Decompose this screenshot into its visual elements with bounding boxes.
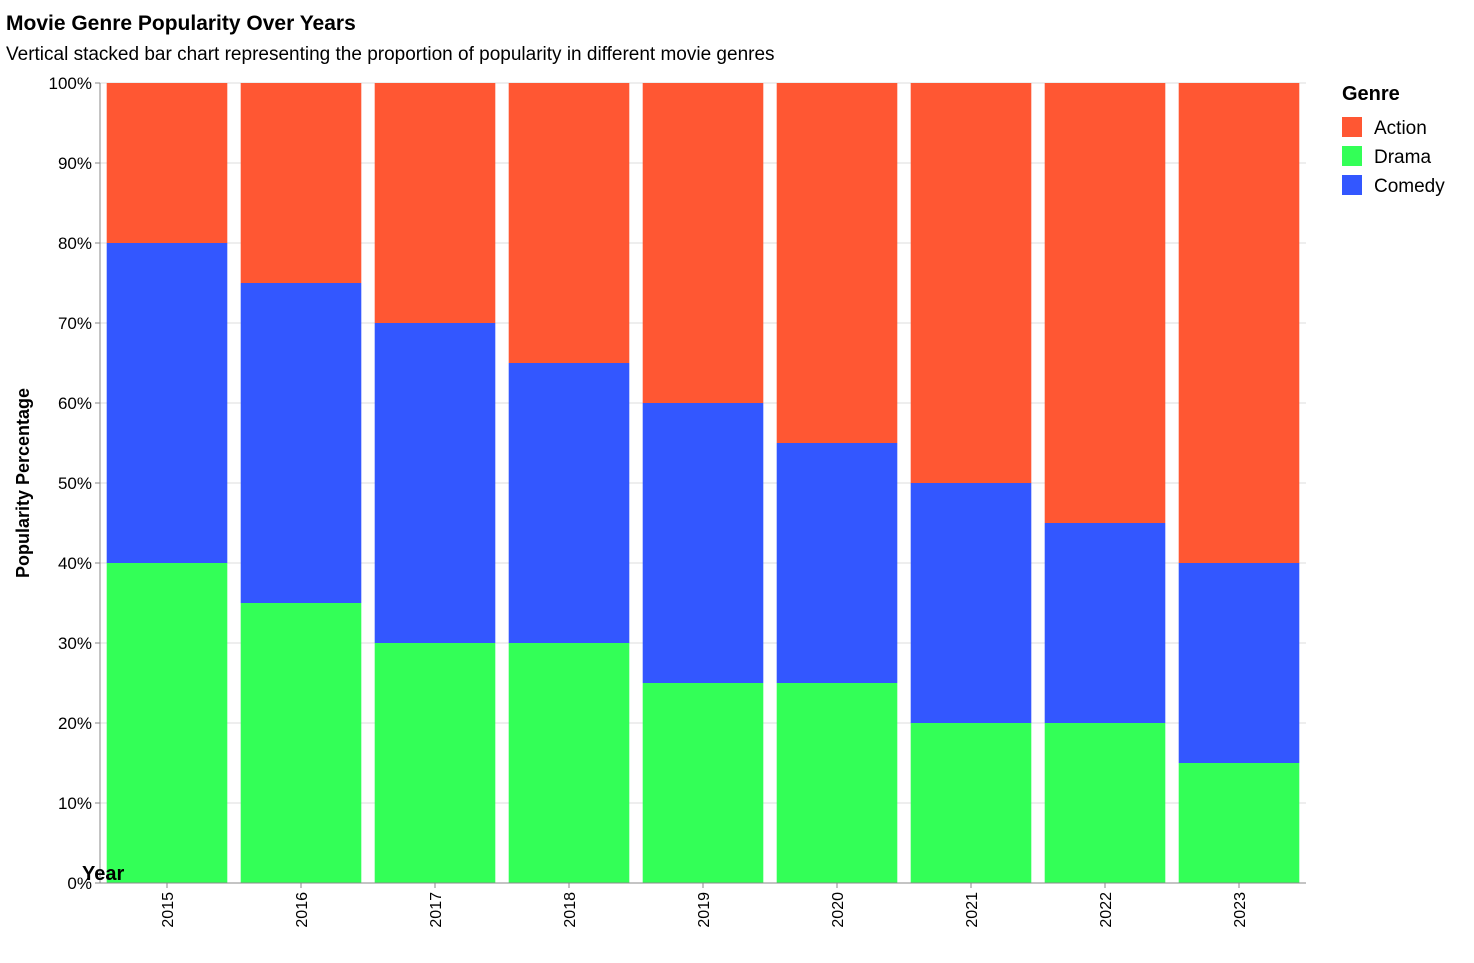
bar-comedy-2015 — [106, 243, 228, 563]
y-tick-label: 20% — [58, 714, 92, 733]
bar-action-2021 — [910, 83, 1032, 483]
bar-action-2023 — [1178, 83, 1300, 563]
x-tick-label: 2016 — [294, 892, 311, 928]
bar-drama-2021 — [910, 723, 1032, 883]
bar-comedy-2023 — [1178, 563, 1300, 763]
x-tick-label: 2022 — [1098, 892, 1115, 928]
legend-label-comedy: Comedy — [1374, 176, 1445, 197]
legend-label-drama: Drama — [1374, 147, 1431, 168]
x-axis-title: Year — [82, 863, 124, 885]
bar-action-2015 — [106, 83, 228, 243]
bar-comedy-2021 — [910, 483, 1032, 723]
x-tick-label: 2019 — [696, 892, 713, 928]
x-tick-label: 2020 — [830, 892, 847, 928]
bar-action-2022 — [1044, 83, 1166, 523]
legend-label-action: Action — [1374, 118, 1427, 139]
y-tick-label: 10% — [58, 794, 92, 813]
chart-subtitle: Vertical stacked bar chart representing … — [6, 44, 775, 65]
bar-comedy-2022 — [1044, 523, 1166, 723]
legend-swatch-action — [1342, 117, 1362, 137]
bar-drama-2020 — [776, 683, 898, 883]
bar-action-2017 — [374, 83, 496, 323]
y-tick-label: 100% — [49, 74, 92, 93]
x-tick-label: 2021 — [964, 892, 981, 928]
legend-swatch-drama — [1342, 146, 1362, 166]
bar-drama-2015 — [106, 563, 228, 883]
y-tick-label: 80% — [58, 234, 92, 253]
x-axis: 2015 2016 2017 2018 2019 2020 2021 2022 2023 — [100, 882, 1306, 928]
y-tick-label: 90% — [58, 154, 92, 173]
legend-title: Genre — [1342, 83, 1400, 105]
y-tick-label: 40% — [58, 554, 92, 573]
bar-comedy-2017 — [374, 323, 496, 643]
x-tick-label: 2015 — [160, 892, 177, 928]
y-tick-label: 70% — [58, 314, 92, 333]
bar-comedy-2016 — [240, 283, 362, 603]
y-axis: 0% 10% 20% 30% 40% 50% 60% 70% 80% 90% 100% — [49, 74, 101, 893]
bars-group — [106, 83, 1300, 883]
bar-action-2020 — [776, 83, 898, 443]
legend: Genre Action Drama Comedy — [1342, 83, 1445, 197]
y-axis-title: Popularity Percentage — [13, 388, 33, 578]
bar-comedy-2018 — [508, 363, 630, 643]
bar-drama-2017 — [374, 643, 496, 883]
bar-drama-2022 — [1044, 723, 1166, 883]
bar-action-2019 — [642, 83, 764, 403]
bar-drama-2018 — [508, 643, 630, 883]
y-tick-label: 60% — [58, 394, 92, 413]
bar-drama-2019 — [642, 683, 764, 883]
bar-comedy-2020 — [776, 443, 898, 683]
bar-comedy-2019 — [642, 403, 764, 683]
bar-action-2018 — [508, 83, 630, 363]
legend-swatch-comedy — [1342, 175, 1362, 195]
bar-action-2016 — [240, 83, 362, 283]
y-tick-label: 30% — [58, 634, 92, 653]
x-tick-label: 2023 — [1232, 892, 1249, 928]
y-tick-label: 50% — [58, 474, 92, 493]
y-tick-label: 0% — [67, 874, 92, 893]
bar-drama-2023 — [1178, 763, 1300, 883]
chart-title: Movie Genre Popularity Over Years — [6, 12, 356, 35]
x-tick-label: 2018 — [562, 892, 579, 928]
bar-drama-2016 — [240, 603, 362, 883]
x-tick-label: 2017 — [428, 892, 445, 928]
